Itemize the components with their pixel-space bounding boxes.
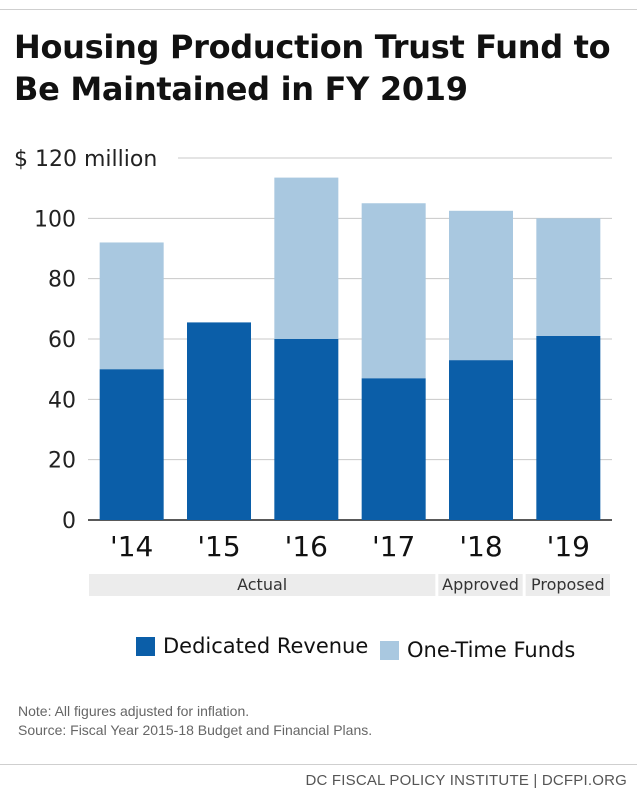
bar-dedicated-revenue-15: [187, 322, 251, 520]
y-tick-label: 100: [34, 207, 76, 232]
group-label-actual: Actual: [237, 575, 287, 594]
y-tick-label: 80: [48, 268, 76, 293]
group-band-approved: [438, 574, 523, 596]
x-tick-label: '15: [197, 530, 240, 563]
y-tick-label: $ 120 million: [14, 147, 157, 172]
legend-item-one-time-funds: One-Time Funds: [380, 638, 575, 662]
x-tick-label: '17: [372, 530, 415, 563]
chart-title: Housing Production Trust Fund to Be Main…: [14, 28, 611, 108]
legend-swatch-dedicated-revenue: [136, 636, 155, 656]
group-label-approved: Approved: [442, 575, 519, 594]
y-tick-label: 20: [48, 449, 76, 474]
bar-one-time-funds-19: [536, 218, 601, 336]
stacked-bar-chart: 0 20 40 60 80 100 $ 120 million '14 '15 '16 '17 '1…: [14, 147, 612, 596]
y-tick-label: 0: [62, 509, 76, 534]
x-tick-label: '19: [547, 530, 590, 563]
legend-swatch-one-time-funds: [380, 640, 399, 660]
legend-label-dedicated-revenue: Dedicated Revenue: [163, 634, 369, 658]
group-band-actual: [89, 574, 436, 596]
legend-item-dedicated-revenue: Dedicated Revenue: [136, 634, 368, 658]
footer-credit: DC FISCAL POLICY INSTITUTE | DCFPI.ORG: [305, 772, 627, 789]
legend-label-one-time-funds: One-Time Funds: [407, 638, 576, 662]
bar-dedicated-revenue-14: [99, 369, 164, 520]
bar-dedicated-revenue-17: [361, 378, 426, 520]
bar-one-time-funds-17: [361, 203, 426, 379]
top-rule: [0, 9, 637, 10]
bar-dedicated-revenue-19: [536, 335, 601, 520]
group-band-proposed: [525, 574, 610, 596]
note-text: Note: All figures adjusted for inflation…: [18, 703, 250, 719]
x-tick-label: '16: [285, 530, 328, 563]
y-tick-label: 40: [48, 388, 76, 413]
source-text: Source: Fiscal Year 2015-18 Budget and F…: [18, 722, 373, 738]
x-tick-label: '14: [110, 530, 153, 563]
bar-one-time-funds-14: [99, 242, 164, 370]
bar-one-time-funds-18: [449, 210, 513, 361]
bottom-rule: [0, 764, 637, 765]
bar-dedicated-revenue-16: [274, 339, 339, 520]
footnotes: Note: All figures adjusted for inflation…: [18, 702, 372, 740]
group-label-proposed: Proposed: [531, 575, 605, 594]
bar-one-time-funds-16: [274, 177, 339, 339]
y-tick-label: 60: [48, 328, 76, 353]
legend: Dedicated Revenue One-Time Funds: [0, 632, 637, 666]
x-tick-label: '18: [459, 530, 502, 563]
bar-dedicated-revenue-18: [449, 360, 513, 520]
